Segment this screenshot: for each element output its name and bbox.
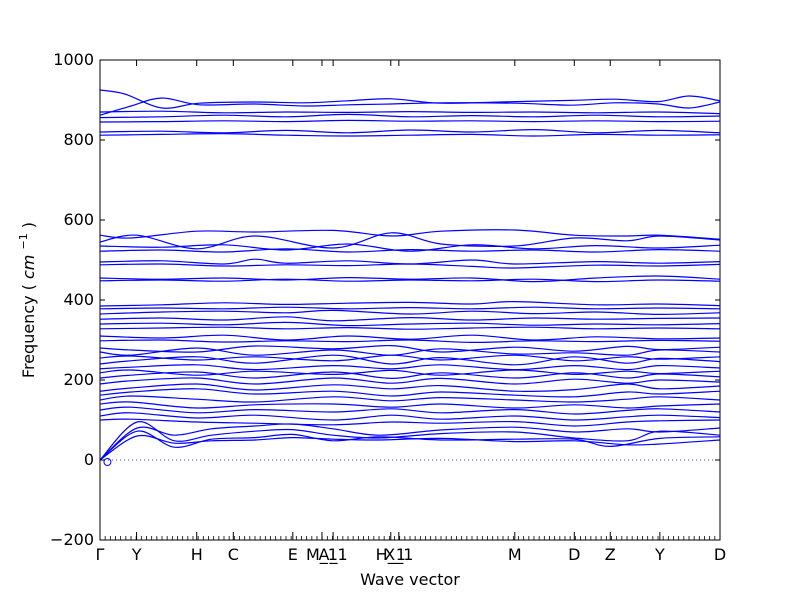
x-tick-label: H_1: [376, 545, 406, 565]
band-line-6: [99, 128, 721, 134]
band-line-25: [99, 347, 721, 356]
x-tick-label: E: [288, 545, 298, 564]
y-axis-label-close-paren: ): [19, 222, 38, 228]
y-axis-label-open-paren: (: [19, 284, 38, 290]
band-line-20: [99, 321, 721, 327]
band-line-8: [99, 229, 721, 240]
y-axis-label-unit-exponent: −1: [17, 233, 30, 249]
x-tick-label: Z: [605, 545, 616, 564]
x-tick-label: Y: [654, 545, 665, 564]
x-tick-label: M: [508, 545, 522, 564]
x-tick-label: D: [714, 545, 726, 564]
band-line-3: [99, 110, 721, 115]
x-tick-label: X_1: [384, 545, 413, 565]
band-line-32: [99, 383, 721, 393]
x-tick-label: D: [568, 545, 580, 564]
band-line-28: [99, 364, 721, 371]
band-line-27: [99, 354, 721, 366]
band-line-38: [99, 418, 721, 427]
band-line-10: [99, 243, 721, 252]
band-line-30: [99, 371, 721, 380]
band-line-37: [99, 412, 721, 421]
y-tick-labels: −200 0 200 400 600 800 1000: [50, 50, 94, 549]
band-line-23: [99, 339, 721, 344]
band-line-7: [99, 132, 721, 137]
band-line-14: [99, 275, 721, 283]
band-line-33: [99, 388, 721, 398]
band-line-13: [99, 263, 721, 269]
band-line-2: [99, 97, 721, 116]
band-line-39: [99, 423, 721, 461]
band-line-24: [99, 344, 721, 353]
band-line-29: [99, 369, 721, 376]
band-lines: [99, 89, 721, 466]
x-tick-label: A_1: [319, 545, 348, 565]
band-line-18: [99, 309, 721, 316]
x-tick-label: M_1: [306, 545, 338, 565]
band-line-40: [99, 421, 721, 461]
x-tick-label: Y: [131, 545, 142, 564]
y-tick-label: 600: [63, 210, 94, 229]
band-line-19: [99, 316, 721, 322]
band-line-41: [99, 430, 721, 461]
band-line-11: [99, 248, 721, 253]
band-line-35: [99, 401, 721, 409]
y-tick-label: 0: [84, 450, 94, 469]
x-axis-label: Wave vector: [360, 570, 460, 589]
band-line-34: [99, 395, 721, 403]
y-tick-label: 1000: [53, 50, 94, 69]
band-line-9: [99, 232, 721, 250]
x-tick-label: Γ: [96, 545, 105, 564]
band-line-17: [99, 306, 721, 310]
band-line-36: [99, 406, 721, 415]
y-tick-label: 400: [63, 290, 94, 309]
band-line-15: [99, 278, 721, 283]
band-line-31: [99, 377, 721, 385]
x-tick-label: H: [191, 545, 203, 564]
plot-frame: [99, 59, 721, 541]
band-line-4: [99, 113, 721, 119]
y-axis-label: Frequency ( cm −1 ): [12, 222, 38, 378]
band-line-22: [99, 334, 721, 341]
band-line-42: [99, 434, 721, 461]
x-tick-label: C: [228, 545, 239, 564]
band-line-16: [99, 300, 721, 307]
band-line-21: [99, 326, 721, 330]
y-axis-label-unit: cm: [19, 255, 38, 279]
gamma-point-marker: [103, 458, 112, 466]
band-line-1: [99, 89, 721, 109]
y-tick-label: 200: [63, 370, 94, 389]
y-tick-label: 800: [63, 130, 94, 149]
y-tick-label: −200: [50, 530, 94, 549]
x-tick-labels: Γ Y H C E M_1A_1 H_1X_1 M D Z Y D: [96, 545, 727, 565]
band-line-26: [99, 354, 721, 362]
band-line-12: [99, 258, 721, 265]
band-line-5: [99, 119, 721, 123]
y-axis-label-text: Frequency: [19, 295, 38, 378]
